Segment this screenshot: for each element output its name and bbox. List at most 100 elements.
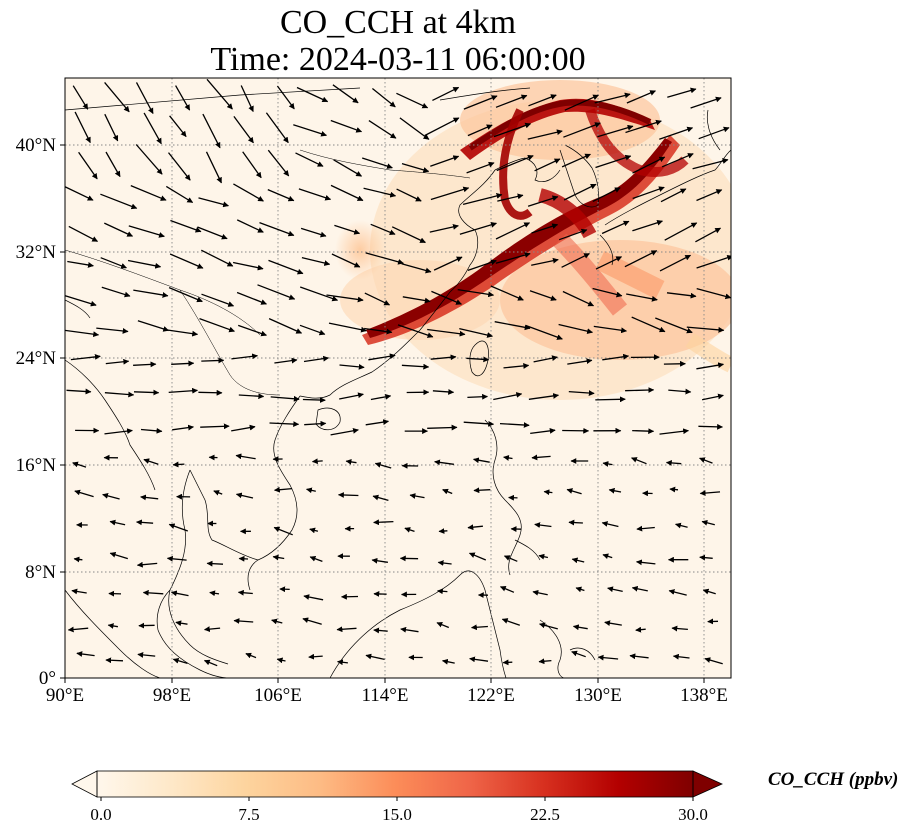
wind-arrow — [165, 185, 194, 204]
wind-arrow — [561, 253, 590, 268]
wind-arrow — [74, 111, 91, 144]
lat-tick-label: 32°N — [16, 242, 57, 263]
wind-arrow — [568, 519, 583, 526]
wind-arrow — [529, 290, 557, 301]
wind-arrow — [136, 561, 158, 568]
wind-arrow — [168, 387, 198, 394]
wind-arrow — [701, 393, 724, 401]
wind-arrow — [660, 188, 687, 203]
wind-arrow — [200, 423, 230, 430]
wind-arrow — [201, 293, 235, 307]
wind-arrow — [365, 419, 389, 426]
wind-arrow — [690, 96, 722, 109]
concentration-field — [65, 78, 731, 678]
wind-vectors — [65, 78, 731, 667]
wind-arrow — [602, 461, 613, 467]
wind-arrow — [268, 259, 304, 275]
wind-arrow — [105, 151, 121, 178]
wind-arrow — [401, 263, 432, 274]
wind-arrow — [127, 259, 162, 269]
wind-arrow — [172, 424, 194, 431]
wind-arrow — [365, 653, 385, 661]
wind-arrow — [330, 184, 364, 202]
wind-arrow — [632, 428, 655, 435]
wind-arrow — [626, 90, 656, 104]
wind-arrow — [109, 519, 126, 526]
wind-arrow — [430, 186, 470, 201]
wind-arrow — [659, 428, 689, 435]
wind-arrow — [571, 557, 585, 564]
wind-arrow — [594, 92, 631, 104]
wind-arrow — [531, 454, 551, 461]
wind-arrow — [231, 424, 256, 432]
wind-arrow — [303, 594, 324, 601]
lon-tick-label: 130°E — [574, 685, 622, 706]
wind-arrow — [702, 588, 716, 595]
wind-arrow — [668, 589, 687, 596]
lon-tick-label: 138°E — [680, 685, 728, 706]
wind-arrow — [169, 115, 187, 138]
wind-arrow — [534, 522, 552, 528]
lat-tick-label: 0° — [39, 668, 56, 689]
wind-arrow — [696, 287, 731, 300]
wind-arrow — [459, 327, 493, 338]
wind-arrow — [626, 293, 658, 302]
wind-arrow — [170, 219, 202, 233]
wind-arrow — [431, 290, 462, 305]
wind-arrow — [668, 388, 692, 395]
wind-arrow — [473, 487, 491, 494]
wind-arrow — [699, 554, 713, 561]
wind-arrow — [104, 113, 119, 142]
wind-arrow — [437, 588, 448, 595]
wind-arrow — [339, 363, 365, 370]
wind-arrow — [538, 658, 552, 665]
wind-arrow — [531, 223, 559, 234]
wind-arrow — [308, 653, 323, 660]
wind-arrow — [471, 624, 488, 631]
wind-arrow — [172, 657, 188, 665]
wind-arrow — [65, 294, 97, 307]
wind-arrow — [592, 187, 621, 202]
wind-arrow — [143, 112, 162, 145]
wind-arrow — [365, 252, 404, 265]
wind-arrow — [257, 284, 296, 300]
wind-arrow — [701, 519, 715, 526]
wind-arrow — [67, 260, 94, 268]
wind-arrow — [245, 652, 257, 659]
wind-arrow — [74, 489, 94, 498]
wind-arrow — [664, 222, 698, 241]
wind-arrow — [539, 622, 558, 630]
wind-arrow — [361, 157, 393, 169]
wind-arrow — [269, 421, 300, 427]
wind-arrow — [629, 653, 649, 660]
wind-arrow — [302, 397, 326, 403]
wind-arrow — [432, 389, 455, 395]
wind-arrow — [625, 119, 662, 134]
lat-tick-label: 24°N — [16, 348, 57, 369]
wind-arrow — [463, 95, 498, 110]
wind-arrow — [272, 554, 285, 561]
wind-arrow — [206, 78, 233, 110]
wind-arrow — [597, 124, 634, 138]
wind-arrow — [231, 353, 258, 360]
wind-arrow — [236, 219, 264, 233]
wind-arrow — [624, 250, 658, 268]
wind-arrow — [696, 189, 723, 202]
wind-arrow — [397, 324, 434, 338]
wind-arrow — [273, 526, 293, 536]
wind-arrow — [197, 226, 228, 240]
wind-arrow — [671, 625, 688, 632]
lat-tick-label: 40°N — [16, 135, 57, 156]
wind-arrow — [632, 186, 665, 200]
wind-arrow — [370, 393, 392, 401]
wind-arrow — [459, 222, 497, 235]
wind-arrow — [364, 292, 391, 306]
wind-arrow — [78, 151, 98, 180]
wind-arrow — [135, 82, 154, 115]
wind-arrow — [203, 659, 218, 667]
wind-arrow — [558, 228, 588, 241]
wind-arrow — [533, 355, 558, 363]
wind-arrow — [137, 320, 170, 332]
wind-arrow — [699, 457, 713, 464]
wind-arrow — [238, 393, 265, 400]
